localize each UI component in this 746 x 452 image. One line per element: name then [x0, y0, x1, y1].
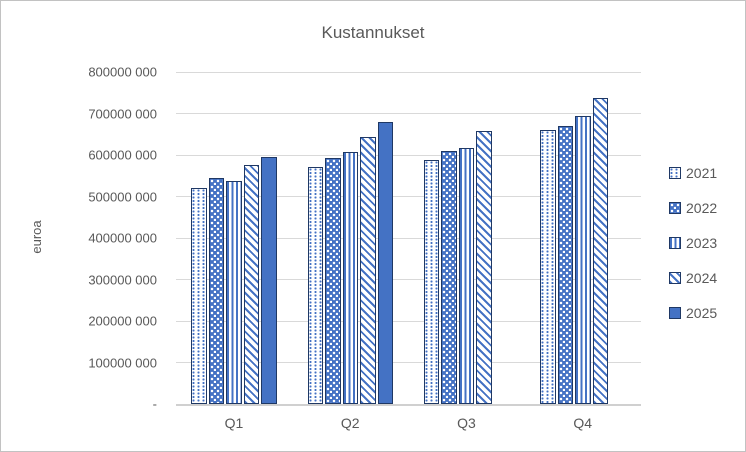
legend-item-2021: 2021: [669, 166, 717, 180]
bar-2024-Q2: [360, 137, 376, 404]
y-tick-label: 600000 000: [88, 147, 157, 163]
bar-2021-Q1: [191, 188, 207, 404]
x-axis-line: [176, 404, 641, 406]
y-tick-label: 400000 000: [88, 230, 157, 246]
legend-label: 2024: [686, 270, 718, 286]
bar-2023-Q4: [575, 116, 591, 404]
bar-2022-Q2: [325, 157, 341, 404]
gridline: [176, 279, 641, 280]
y-tick-label: -: [149, 396, 157, 412]
chart-title: Kustannukset: [321, 23, 425, 42]
gridline: [176, 320, 641, 322]
bar-2021-Q3: [423, 159, 440, 404]
bar-2025-Q1: [261, 157, 277, 404]
y-tick-label: 300000 000: [88, 272, 157, 287]
legend-label: 2023: [686, 235, 718, 251]
gridline: [176, 196, 641, 197]
gridline: [176, 362, 641, 363]
bar-2024-Q1: [243, 164, 260, 404]
bar-2023-Q1: [226, 180, 242, 404]
gridline: [176, 71, 641, 73]
legend-swatch-diagonal-stripes-icon: [669, 272, 681, 284]
x-tick-label-Q1: Q1: [224, 415, 244, 431]
bar-2021-Q4: [540, 130, 556, 404]
bar-2023-Q2: [342, 152, 359, 404]
bar-2022-Q1: [208, 177, 225, 404]
plot-area: [176, 71, 641, 406]
x-tick-label-Q2: Q2: [340, 415, 360, 431]
bar-2024-Q3: [476, 130, 492, 404]
y-tick-label: 100000 000: [88, 355, 157, 370]
y-tick-label: 500000 000: [88, 189, 157, 204]
legend-swatch-dots-dense-icon: [669, 202, 681, 214]
bar-2023-Q3: [458, 147, 475, 404]
legend-label: 2022: [686, 200, 718, 216]
gridline: [176, 113, 641, 114]
bar-2021-Q2: [307, 166, 324, 404]
legend: 2021 2022 2023 2024 2025: [669, 166, 717, 341]
bar-2022-Q3: [441, 150, 457, 404]
legend-item-2025: 2025: [669, 306, 717, 320]
gridline: [176, 154, 641, 156]
gridline: [176, 237, 641, 239]
y-tick-label: 800000 000: [88, 64, 157, 80]
x-tick-label-Q3: Q3: [457, 415, 476, 431]
bar-2025-Q2: [377, 121, 394, 404]
x-tick-label-Q4: Q4: [573, 415, 593, 431]
legend-item-2022: 2022: [669, 201, 717, 215]
y-tick-label: 700000 000: [88, 106, 157, 121]
bar-2022-Q4: [557, 125, 574, 404]
legend-item-2024: 2024: [669, 271, 717, 285]
legend-label: 2025: [686, 305, 718, 321]
legend-swatch-dots-light-icon: [669, 167, 681, 179]
legend-label: 2021: [686, 165, 718, 181]
bar-2024-Q4: [592, 97, 609, 404]
y-tick-label: 200000 000: [88, 313, 157, 329]
legend-item-2023: 2023: [669, 236, 717, 250]
legend-swatch-vertical-stripes-icon: [669, 237, 681, 249]
legend-swatch-solid-icon: [669, 307, 681, 319]
